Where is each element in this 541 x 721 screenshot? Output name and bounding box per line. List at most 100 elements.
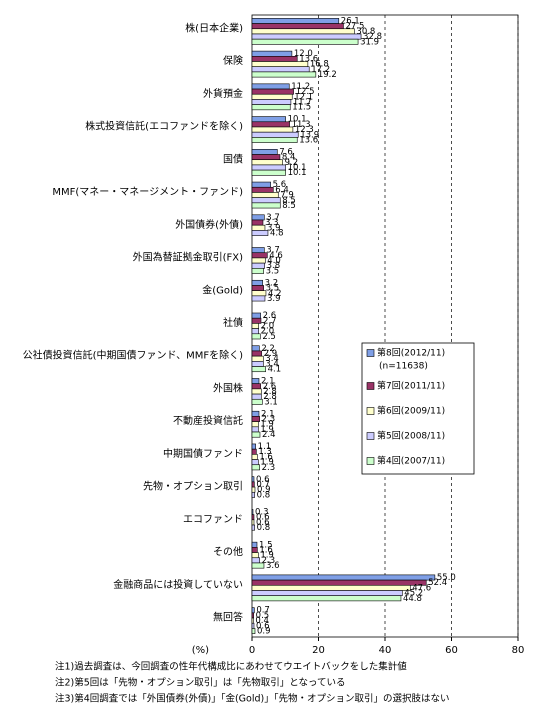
value-label: 0.7 [256, 606, 270, 616]
bar [251, 612, 254, 619]
value-label: 32.8 [363, 32, 382, 42]
bar [251, 214, 265, 221]
bar [251, 393, 262, 400]
value-label: 0.6 [256, 475, 270, 485]
bar [251, 464, 260, 471]
value-label: 1.3 [258, 447, 272, 457]
legend-label: 第5回(2008/11) [377, 430, 445, 442]
bar [251, 491, 255, 498]
value-label: 12.0 [294, 49, 313, 59]
y-tick-label: 外国為替証拠金取引(FX) [133, 251, 244, 264]
value-label: 2.7 [263, 316, 277, 326]
value-label: 16.8 [310, 60, 329, 70]
value-label: 0.8 [257, 490, 271, 500]
value-label: 10.1 [288, 115, 307, 125]
value-label: 11.2 [291, 82, 310, 92]
value-label: 0.6 [256, 518, 270, 528]
value-label: 0.5 [256, 611, 270, 621]
bar [251, 164, 286, 171]
bar [251, 388, 262, 395]
value-label: 2.0 [261, 322, 275, 332]
value-label: 8.5 [282, 196, 296, 206]
value-label: 11.3 [292, 120, 311, 130]
value-label: 0.3 [255, 508, 269, 518]
value-label: 12.1 [294, 92, 313, 102]
legend-note: (n=11638) [379, 362, 428, 372]
value-label: 1.5 [259, 540, 273, 550]
y-tick-label: 外国債券(外債) [175, 218, 243, 231]
y-tick-label: エコファンド [183, 514, 243, 525]
value-label: 1.6 [259, 545, 273, 555]
bar [251, 410, 260, 417]
note: 注3)第4回調査では「外国債券(外債)」「金(Gold)」「先物・オプション取引… [55, 693, 449, 705]
value-label: 44.8 [403, 594, 422, 604]
legend-label: 第4回(2007/11) [377, 455, 445, 467]
bar [251, 279, 263, 286]
value-label: 11.7 [293, 98, 312, 108]
bar [251, 23, 344, 30]
bar [251, 443, 256, 450]
bar [251, 131, 299, 138]
bar [251, 524, 255, 531]
bar [251, 230, 269, 236]
value-label: 3.4 [265, 354, 279, 364]
bar [251, 317, 262, 324]
bar [251, 192, 279, 198]
value-label: 30.8 [356, 27, 375, 37]
legend-label: 第7回(2011/11) [377, 380, 445, 392]
value-label: 13.6 [299, 54, 318, 64]
value-label: 47.6 [412, 583, 431, 593]
value-label: 2.1 [261, 409, 275, 419]
bar [251, 595, 402, 602]
bar [251, 476, 255, 483]
y-tick-label: 金(Gold) [202, 283, 243, 296]
y-tick-label: 無回答 [213, 611, 243, 624]
value-label: 3.9 [267, 223, 281, 233]
value-label: 0.9 [257, 485, 271, 495]
value-label: 4.6 [269, 251, 283, 261]
value-label: 2.6 [263, 311, 277, 321]
bar [251, 431, 261, 438]
bar [251, 295, 266, 302]
value-label: 3.7 [266, 246, 280, 256]
value-label: 4.2 [268, 289, 282, 299]
value-label: 4.1 [268, 365, 282, 375]
value-label: 2.3 [262, 556, 276, 566]
bar [251, 202, 281, 209]
bar [251, 622, 255, 629]
y-tick-label: その他 [213, 545, 243, 558]
bar [251, 38, 359, 45]
value-label: 2.9 [264, 349, 278, 359]
value-label: 10.1 [288, 168, 307, 178]
value-label: 31.9 [360, 37, 379, 47]
bar [251, 579, 427, 586]
bar [251, 383, 261, 390]
value-label: 2.6 [263, 382, 277, 392]
y-tick-label: 保険 [223, 54, 243, 67]
value-label: 1.9 [260, 425, 274, 435]
value-label: 5.6 [273, 180, 287, 190]
bar [251, 18, 340, 24]
value-label: 0.6 [256, 513, 270, 523]
value-label: 0.7 [256, 480, 270, 490]
bar [251, 262, 265, 269]
bar [251, 590, 403, 596]
bar [251, 99, 292, 105]
y-tick-label: 公社債投資信託(中期国債ファンド、MMFを除く) [23, 349, 244, 362]
bar [251, 350, 262, 357]
value-label: 3.3 [265, 218, 279, 228]
value-label: 0.8 [257, 523, 271, 533]
value-label: 3.1 [264, 397, 278, 407]
value-label: 13.9 [300, 130, 319, 140]
value-label: 2.8 [263, 387, 277, 397]
bar [251, 126, 294, 133]
bar [251, 83, 290, 90]
bar [251, 104, 291, 111]
bar [251, 361, 264, 367]
x-tick-label: 20 [312, 645, 325, 656]
value-label: 3.8 [267, 261, 281, 271]
bar [251, 426, 259, 433]
bar [251, 312, 261, 319]
bar [251, 116, 286, 123]
value-label: 2.1 [261, 377, 275, 387]
